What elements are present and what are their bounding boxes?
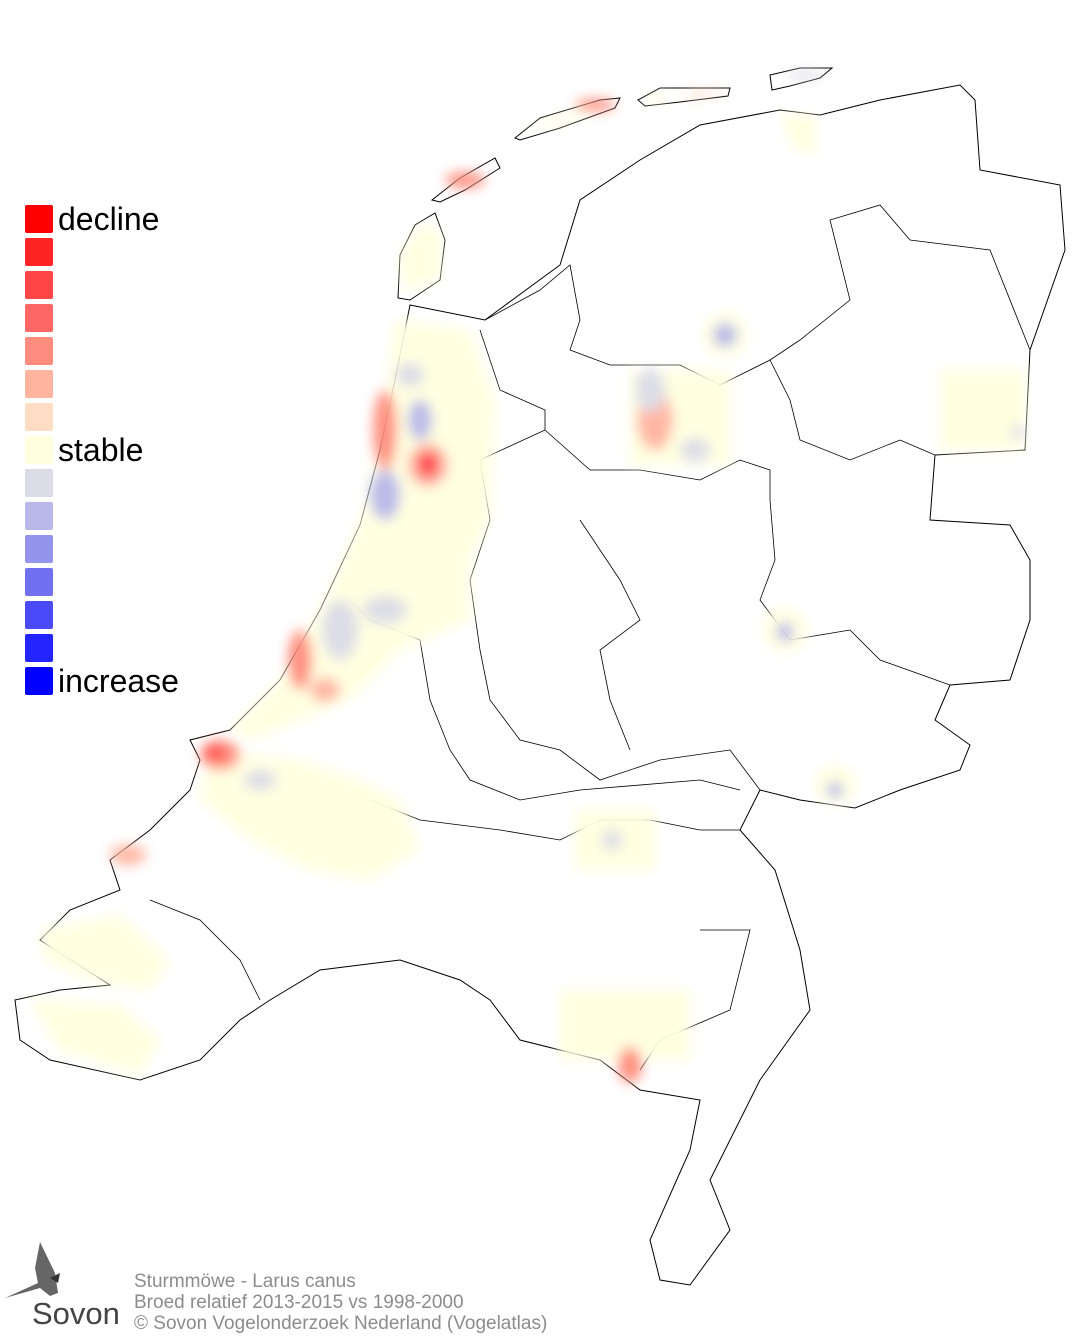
legend-swatch	[25, 370, 53, 398]
comparison-period: Broed relatief 2013-2015 vs 1998-2000	[134, 1292, 464, 1313]
country-outline	[14, 67, 1066, 1286]
legend-swatch	[25, 535, 53, 563]
legend-swatch	[25, 502, 53, 530]
legend-swatch	[25, 601, 53, 629]
swallow-icon	[5, 1242, 60, 1298]
legend-swatch	[25, 634, 53, 662]
legend-swatch	[25, 667, 53, 695]
legend-swatch	[25, 304, 53, 332]
legend-swatch	[25, 436, 53, 464]
legend-label-bottom: increase	[58, 663, 179, 699]
change-overlay	[30, 71, 1025, 1083]
map-caption: Sturmmöwe - Larus canus Broed relatief 2…	[134, 1271, 547, 1334]
legend-swatch	[25, 271, 53, 299]
legend-label-middle: stable	[58, 432, 144, 468]
legend-swatch	[25, 403, 53, 431]
copyright: © Sovon Vogelonderzoek Nederland (Vogela…	[134, 1313, 548, 1334]
species-name: Sturmmöwe - Larus canus	[134, 1271, 356, 1292]
legend-swatch	[25, 337, 53, 365]
legend-label-top: decline	[58, 201, 160, 237]
legend-swatch	[25, 238, 53, 266]
sovon-logo-text: Sovon	[32, 1296, 120, 1331]
legend-swatch	[25, 205, 53, 233]
legend-swatch	[25, 568, 53, 596]
legend-swatch	[25, 469, 53, 497]
